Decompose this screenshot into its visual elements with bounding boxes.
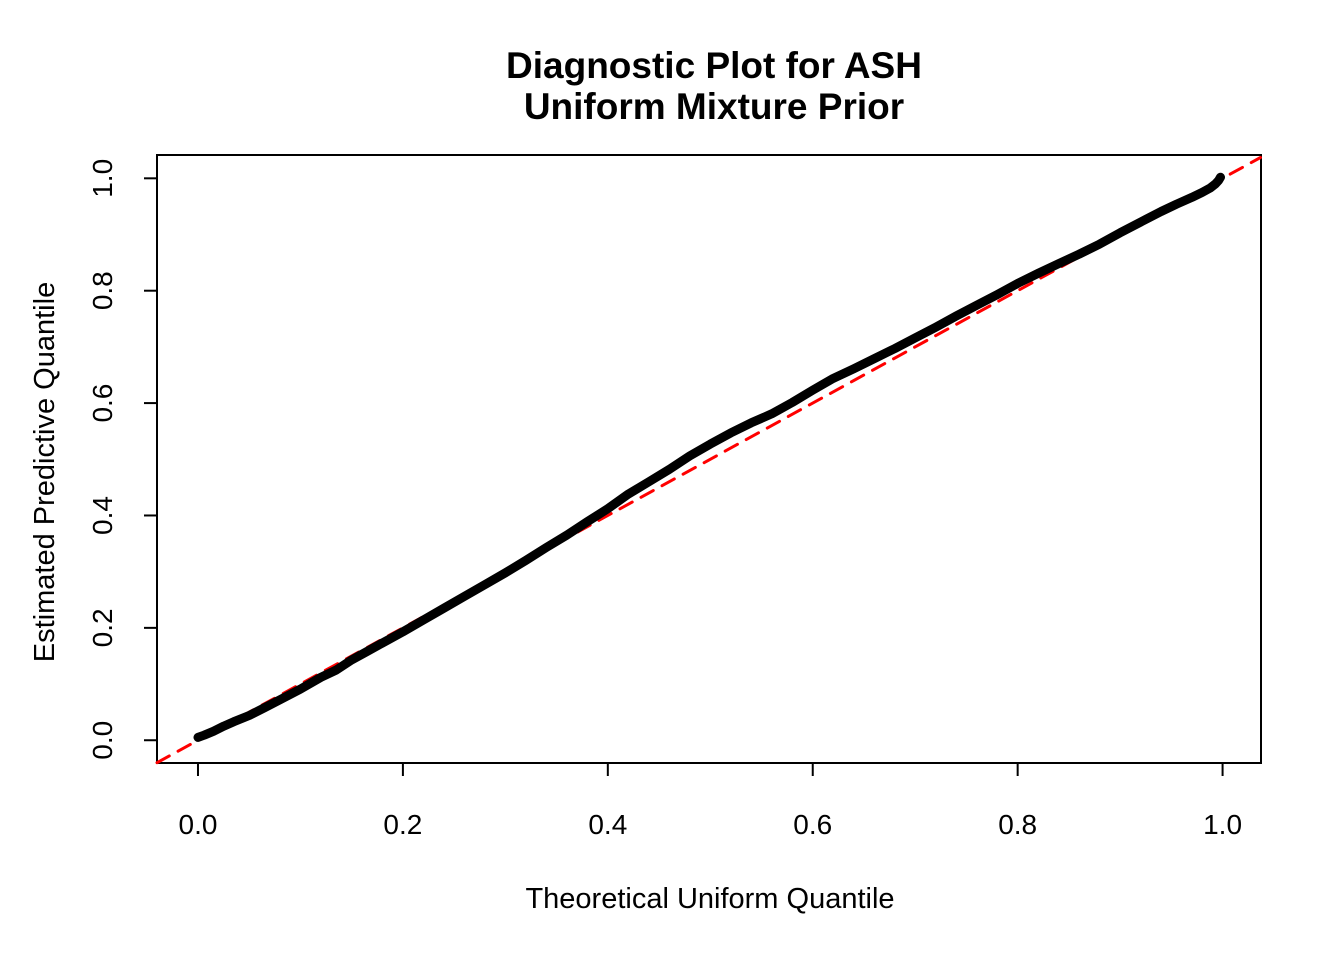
y-tick-label: 0.2 [87,608,118,647]
x-tick-label: 0.6 [793,809,832,840]
y-tick-label: 0.8 [87,271,118,310]
x-tick-label: 0.0 [179,809,218,840]
x-tick-label: 0.8 [998,809,1037,840]
chart-title: Diagnostic Plot for ASH [506,45,922,86]
y-tick-label: 0.6 [87,384,118,423]
y-tick-label: 0.4 [87,496,118,535]
series-layer [155,156,1262,765]
plot-box [156,154,1262,764]
y-tick-label: 1.0 [87,159,118,198]
identity-reference-line [155,156,1262,765]
x-tick-label: 1.0 [1203,809,1242,840]
x-tick-label: 0.4 [588,809,627,840]
chart-subtitle: Uniform Mixture Prior [524,86,904,127]
y-axis-title: Estimated Predictive Quantile [29,282,61,662]
y-tick-label: 0.0 [87,721,118,760]
estimated-vs-theoretical-quantiles [193,172,1225,742]
axes-layer: 0.0 0.2 0.4 0.6 0.8 1.0 0.0 0.2 0.4 0.6 0.8 1.0 [87,154,1262,840]
x-axis-title: Theoretical Uniform Quantile [525,883,894,915]
x-tick-label: 0.2 [383,809,422,840]
